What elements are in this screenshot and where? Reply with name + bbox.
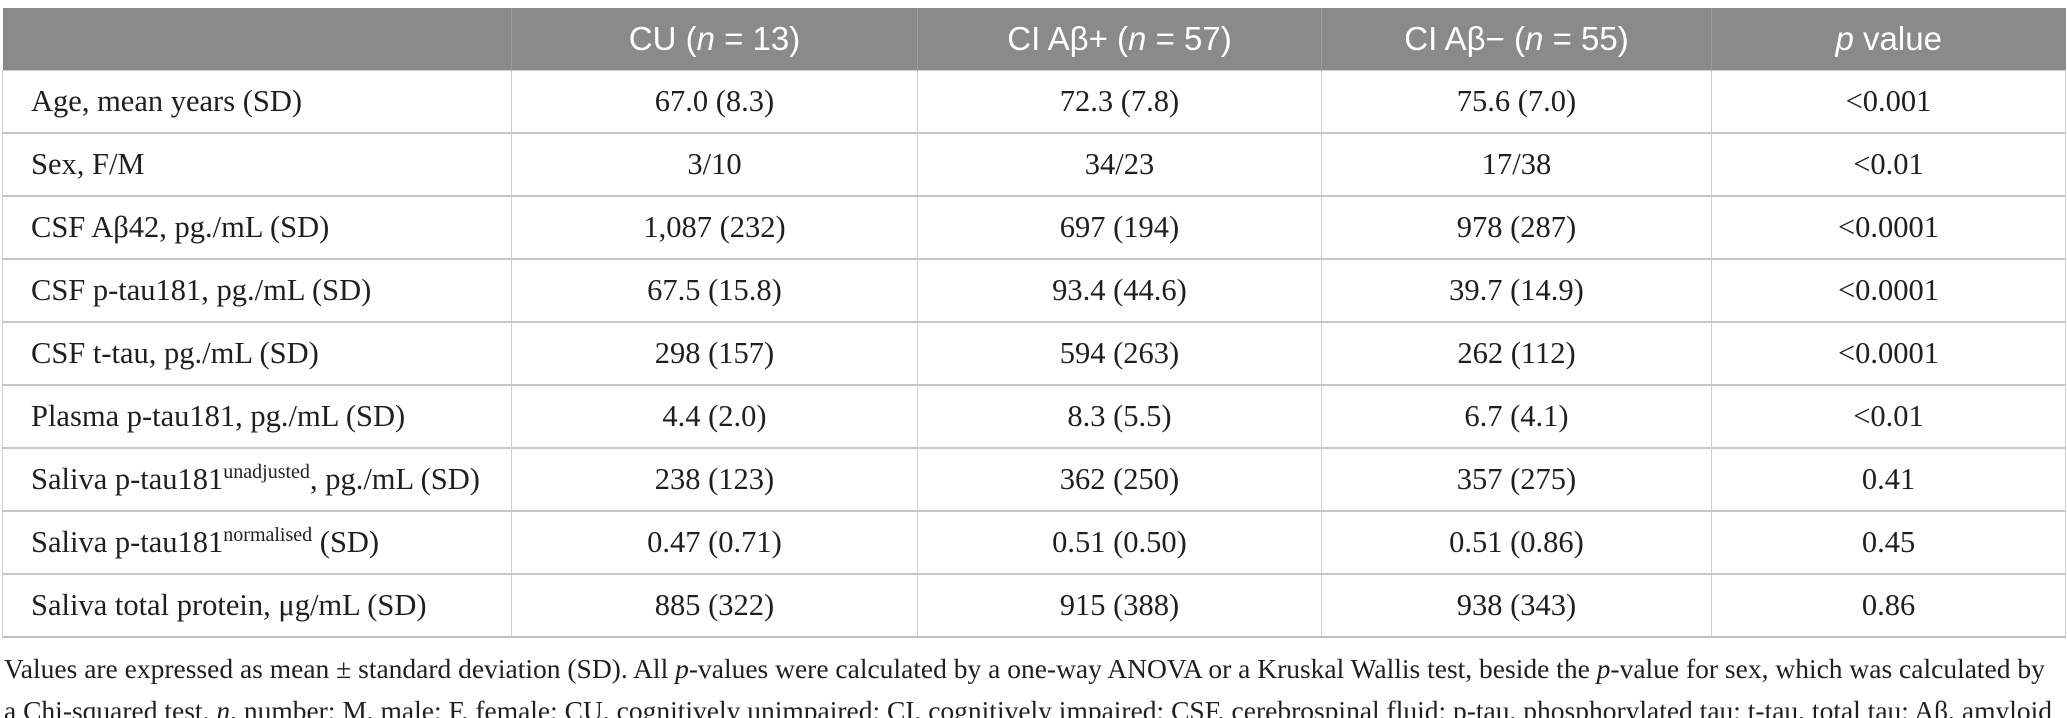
footnote-italic-term: p [675,653,689,684]
table-row: Plasma p-tau181, pg./mL (SD) 4.4 (2.0) 8… [2,384,2066,449]
header-text: = 57) [1146,20,1232,57]
row-label-cell: Saliva p-tau181normalised (SD) [2,510,512,575]
row-label-cell: Plasma p-tau181, pg./mL (SD) [2,384,512,449]
p-value-cell: <0.001 [1711,70,2066,134]
value-cell-cu: 67.5 (15.8) [511,258,918,323]
value-cell-ci-abeta-minus: 978 (287) [1321,195,1712,260]
value-cell-cu: 298 (157) [511,321,918,386]
footnote-text: Values are expressed as mean ± standard … [4,653,676,684]
table-row: CSF t-tau, pg./mL (SD) 298 (157) 594 (26… [2,321,2066,386]
value-cell-ci-abeta-plus: 0.51 (0.50) [917,510,1322,575]
value-cell-ci-abeta-plus: 8.3 (5.5) [917,384,1322,449]
p-value-cell: <0.0001 [1711,258,2066,323]
table-row: Saliva total protein, μg/mL (SD) 885 (32… [2,573,2066,638]
table-row: Saliva p-tau181unadjusted, pg./mL (SD) 2… [2,447,2066,512]
value-cell-cu: 4.4 (2.0) [511,384,918,449]
value-cell-ci-abeta-plus: 697 (194) [917,195,1322,260]
footnote-italic-term: n [216,694,231,718]
participant-demographics-table: CU (n = 13) CI Aβ+ (n = 57) CI Aβ− (n = … [2,8,2066,638]
row-label-cell: Sex, F/M [2,132,512,197]
value-cell-cu: 0.47 (0.71) [511,510,918,575]
row-label-text: , pg./mL (SD) [309,462,480,496]
row-label-text: Saliva p-tau181 [31,525,224,559]
row-label-cell: CSF p-tau181, pg./mL (SD) [2,258,512,323]
row-label-text: Plasma p-tau181, pg./mL (SD) [31,399,406,433]
footnote-text: , number; M, male; F, female; CU, cognit… [230,694,2053,718]
header-cell-ci-abeta-plus: CI Aβ+ (n = 57) [917,8,1322,71]
header-italic-n: n [1525,20,1544,57]
value-cell-ci-abeta-minus: 0.51 (0.86) [1321,510,1712,575]
table-footnote: Values are expressed as mean ± standard … [2,648,2065,718]
row-label-cell: CSF t-tau, pg./mL (SD) [2,321,512,386]
row-label-text: Saliva total protein, μg/mL (SD) [31,588,427,622]
p-value-cell: 0.45 [1711,510,2066,575]
row-label-text: Sex, F/M [31,147,145,181]
row-label-cell: CSF Aβ42, pg./mL (SD) [2,195,512,260]
value-cell-ci-abeta-plus: 72.3 (7.8) [917,70,1322,134]
header-italic-n: n [696,20,715,57]
value-cell-cu: 1,087 (232) [511,195,918,260]
header-row: CU (n = 13) CI Aβ+ (n = 57) CI Aβ− (n = … [2,8,2066,71]
header-cell-cu: CU (n = 13) [511,8,918,71]
row-label-text: CSF t-tau, pg./mL (SD) [31,336,319,370]
p-value-cell: 0.41 [1711,447,2066,512]
p-value-cell: 0.86 [1711,573,2066,638]
header-cell-ci-abeta-minus: CI Aβ− (n = 55) [1321,8,1712,71]
table-row: CSF Aβ42, pg./mL (SD) 1,087 (232) 697 (1… [2,195,2066,260]
row-label-cell: Saliva p-tau181unadjusted, pg./mL (SD) [2,447,512,512]
value-cell-ci-abeta-plus: 362 (250) [917,447,1322,512]
value-cell-ci-abeta-minus: 262 (112) [1321,321,1712,386]
header-cell-p-value: p value [1711,8,2066,71]
header-text: value [1853,20,1942,57]
value-cell-cu: 238 (123) [511,447,918,512]
header-text: CI Aβ− ( [1404,20,1526,57]
table-row: Age, mean years (SD) 67.0 (8.3) 72.3 (7.… [2,70,2066,134]
value-cell-ci-abeta-minus: 357 (275) [1321,447,1712,512]
footnote-text: -values were calculated by a one-way ANO… [688,653,1597,684]
footnote-text: -value for sex, which was calculated by … [4,653,2045,718]
header-text: = 13) [714,20,801,57]
value-cell-ci-abeta-plus: 594 (263) [917,321,1322,386]
table-row: Saliva p-tau181normalised (SD) 0.47 (0.7… [2,510,2066,575]
header-text: CU ( [628,20,697,57]
value-cell-ci-abeta-minus: 17/38 [1321,132,1712,197]
value-cell-ci-abeta-plus: 93.4 (44.6) [917,258,1322,323]
table-row: CSF p-tau181, pg./mL (SD) 67.5 (15.8) 93… [2,258,2066,323]
p-value-cell: <0.0001 [1711,195,2066,260]
row-label-text: CSF Aβ42, pg./mL (SD) [31,210,330,244]
row-label-superscript: unadjusted [223,461,310,483]
value-cell-ci-abeta-minus: 938 (343) [1321,573,1712,638]
header-text: CI Aβ+ ( [1007,20,1129,57]
table-row: Sex, F/M 3/10 34/23 17/38 <0.01 [2,132,2066,197]
footnote-italic-term: p [1596,653,1611,684]
value-cell-ci-abeta-minus: 75.6 (7.0) [1321,70,1712,134]
value-cell-cu: 885 (322) [511,573,918,638]
p-value-cell: <0.01 [1711,384,2066,449]
row-label-cell: Saliva total protein, μg/mL (SD) [2,573,512,638]
value-cell-ci-abeta-plus: 915 (388) [917,573,1322,638]
value-cell-ci-abeta-minus: 39.7 (14.9) [1321,258,1712,323]
row-label-text: Saliva p-tau181 [31,462,224,496]
header-italic-n: n [1128,20,1147,57]
p-value-cell: <0.0001 [1711,321,2066,386]
value-cell-ci-abeta-minus: 6.7 (4.1) [1321,384,1712,449]
header-italic-p: p [1835,20,1854,57]
row-label-text: CSF p-tau181, pg./mL (SD) [31,273,372,307]
p-value-cell: <0.01 [1711,132,2066,197]
header-text: = 55) [1543,20,1629,57]
row-label-cell: Age, mean years (SD) [2,70,512,134]
header-cell-metric [2,8,512,71]
table-header-row: CU (n = 13) CI Aβ+ (n = 57) CI Aβ− (n = … [2,8,2066,71]
value-cell-ci-abeta-plus: 34/23 [917,132,1322,197]
row-label-text: (SD) [312,525,380,559]
value-cell-cu: 67.0 (8.3) [511,70,918,134]
row-label-superscript: normalised [223,524,313,546]
value-cell-cu: 3/10 [511,132,918,197]
row-label-text: Age, mean years (SD) [31,84,303,118]
table-body: Age, mean years (SD) 67.0 (8.3) 72.3 (7.… [2,70,2066,638]
